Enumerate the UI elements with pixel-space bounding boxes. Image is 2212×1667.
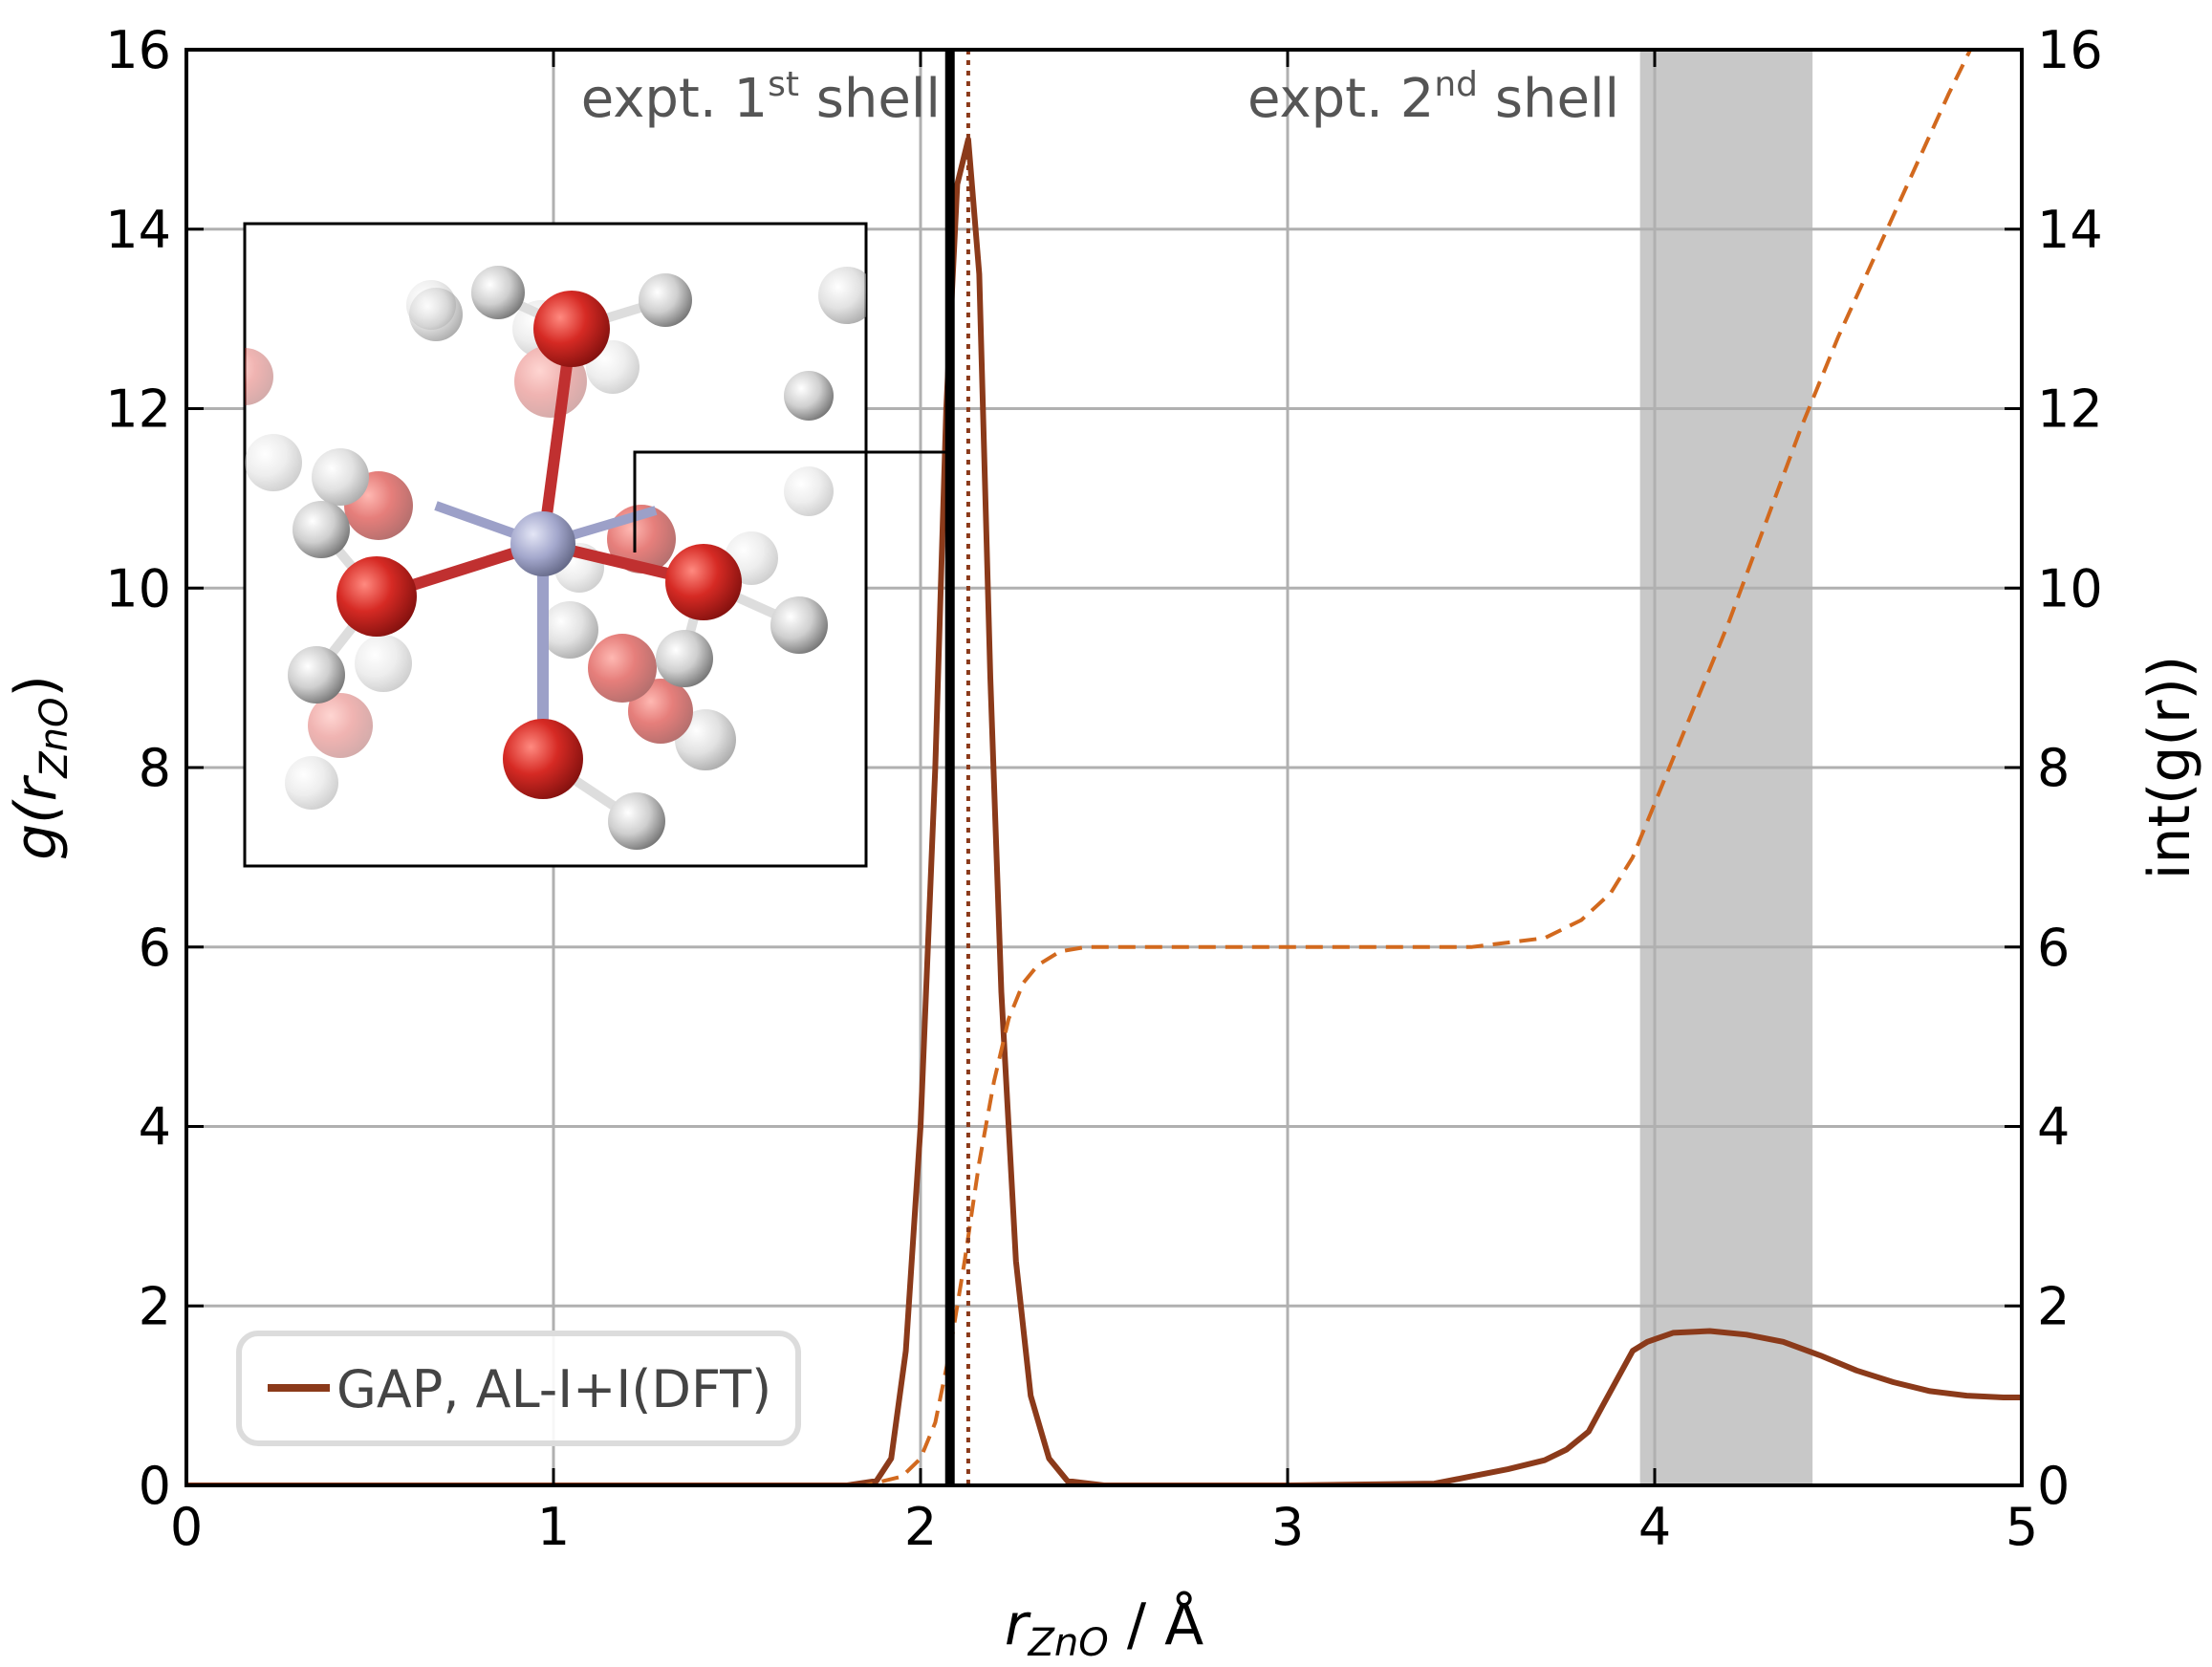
y-tick-label-right: 12 xyxy=(2037,379,2103,440)
molecule-icon xyxy=(245,266,866,850)
x-tick-label: 3 xyxy=(1271,1497,1304,1557)
x-tick-label: 1 xyxy=(537,1497,570,1557)
y-tick-label: 12 xyxy=(105,379,171,440)
annotation-first-shell: expt. 1st shell xyxy=(581,65,941,130)
y-tick-label-right: 10 xyxy=(2037,558,2103,618)
molecule-inset xyxy=(243,222,946,868)
x-tick-label: 5 xyxy=(2006,1497,2038,1557)
y-tick-label: 8 xyxy=(139,738,171,798)
x-tick-label: 2 xyxy=(904,1497,937,1557)
y-tick-label: 2 xyxy=(139,1276,171,1336)
x-tick-label: 4 xyxy=(1638,1497,1671,1557)
y-tick-label: 0 xyxy=(139,1456,171,1516)
y-tick-label-right: 6 xyxy=(2037,918,2070,978)
legend: GAP, AL-I+I(DFT) xyxy=(236,1331,801,1446)
y-tick-label-right: 2 xyxy=(2037,1276,2070,1336)
y-tick-label-right: 8 xyxy=(2037,738,2070,798)
y-axis-title-left: g(rZnO) xyxy=(3,675,76,860)
y-tick-label: 10 xyxy=(105,558,171,618)
x-tick-label: 0 xyxy=(170,1497,203,1557)
y-axis-title-right: int(g(r)) xyxy=(2136,656,2203,880)
legend-label: GAP, AL-I+I(DFT) xyxy=(336,1359,771,1419)
y-tick-label-right: 14 xyxy=(2037,200,2103,260)
y-tick-label: 16 xyxy=(105,20,171,80)
vertical-markers xyxy=(944,50,970,1485)
y-tick-label-right: 16 xyxy=(2037,20,2103,80)
annotation-second-shell: expt. 2nd shell xyxy=(1247,65,1619,130)
y-tick-label: 14 xyxy=(105,200,171,260)
y-tick-label-right: 4 xyxy=(2037,1097,2070,1158)
y-tick-label-right: 0 xyxy=(2037,1456,2070,1516)
x-axis-title: rZnO / Å xyxy=(1005,1591,1204,1665)
series-gap-line xyxy=(186,136,2022,1485)
y-tick-label: 4 xyxy=(139,1097,171,1158)
y-tick-label: 6 xyxy=(139,918,171,978)
